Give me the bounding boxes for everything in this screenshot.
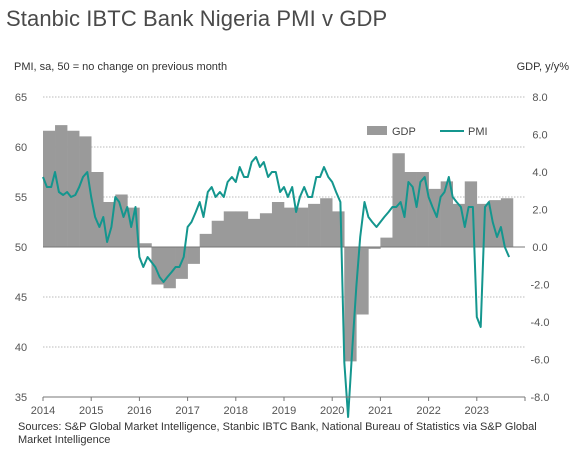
- right-tick-label: 2.0: [532, 205, 547, 217]
- pmi-line: [42, 156, 511, 418]
- left-tick-label: 35: [15, 392, 27, 404]
- x-tick-label: 2019: [272, 405, 296, 417]
- gdp-bar: [223, 211, 237, 247]
- x-tick-label: 2014: [31, 405, 55, 417]
- x-tick-label: 2015: [79, 405, 103, 417]
- right-axis-label: GDP, y/y%: [516, 61, 569, 73]
- pmi-line-group: [42, 156, 511, 418]
- right-tick-label: -6.0: [531, 355, 550, 367]
- gdp-bar: [91, 172, 104, 247]
- gdp-bar: [139, 243, 152, 247]
- x-tick-label: 2021: [368, 405, 392, 417]
- gdp-bar: [115, 194, 128, 247]
- gdp-bar: [43, 130, 56, 247]
- gdp-bar: [416, 172, 429, 247]
- x-tick-label: 2022: [416, 405, 440, 417]
- gdp-bar: [452, 203, 466, 247]
- x-tick-label: 2018: [224, 405, 248, 417]
- gdp-bar: [428, 188, 441, 247]
- gdp-bar: [308, 203, 321, 247]
- source-note: Sources: S&P Global Market Intelligence,…: [18, 421, 537, 446]
- gdp-bar: [271, 202, 285, 247]
- gdp-bars: [43, 125, 514, 362]
- gdp-bar: [199, 233, 212, 247]
- gdp-bar: [440, 181, 453, 247]
- left-tick-label: 50: [15, 242, 27, 254]
- right-tick-label: 4.0: [532, 167, 547, 179]
- gdp-bar: [67, 130, 80, 247]
- gdp-bar: [259, 213, 273, 247]
- legend: GDP PMI: [367, 126, 488, 138]
- left-tick-label: 60: [15, 142, 27, 154]
- gdp-bar: [500, 198, 514, 247]
- right-tick-label: -2.0: [531, 280, 550, 292]
- gdp-bar: [476, 203, 490, 247]
- legend-gdp-label: GDP: [392, 126, 416, 138]
- right-tick-label: 8.0: [532, 92, 547, 104]
- gdp-bar: [332, 211, 345, 247]
- gdp-bar: [380, 237, 393, 247]
- gdp-bar: [296, 207, 309, 247]
- right-tick-label: 6.0: [532, 130, 547, 142]
- left-tick-label: 65: [15, 92, 27, 104]
- gdp-bar: [247, 218, 261, 247]
- gdp-bar: [368, 247, 381, 249]
- gdp-bar: [55, 125, 68, 247]
- right-tick-label: 0.0: [532, 242, 547, 254]
- right-tick-label: -8.0: [531, 392, 550, 404]
- gdp-bar: [211, 220, 225, 247]
- gdp-bar: [151, 247, 164, 285]
- gdp-bar: [356, 247, 369, 315]
- left-axis-label: PMI, sa, 50 = no change on previous mont…: [14, 61, 228, 73]
- x-tick-label: 2017: [175, 405, 199, 417]
- gdp-bar: [235, 211, 249, 247]
- legend-pmi-label: PMI: [468, 126, 488, 138]
- left-tick-label: 45: [15, 292, 27, 304]
- axes: 65 60 55 50 45 40 35 8.0 6.0 4.0 2.0 0.0 -2.0 -4.0 -6.…: [15, 92, 550, 417]
- legend-gdp-swatch: [367, 126, 387, 135]
- chart-title: Stanbic IBTC Bank Nigeria PMI v GDP: [6, 6, 388, 31]
- gdp-bar: [284, 207, 297, 247]
- gdp-bar: [392, 153, 405, 247]
- gdp-bar: [187, 247, 200, 264]
- gdp-bar: [320, 198, 333, 247]
- x-tick-label: 2016: [127, 405, 151, 417]
- left-tick-label: 55: [15, 192, 27, 204]
- gdp-bar: [79, 136, 92, 247]
- x-tick-label: 2023: [465, 405, 489, 417]
- right-tick-label: -4.0: [531, 317, 550, 329]
- x-tick-label: 2020: [320, 405, 344, 417]
- left-tick-label: 40: [15, 342, 27, 354]
